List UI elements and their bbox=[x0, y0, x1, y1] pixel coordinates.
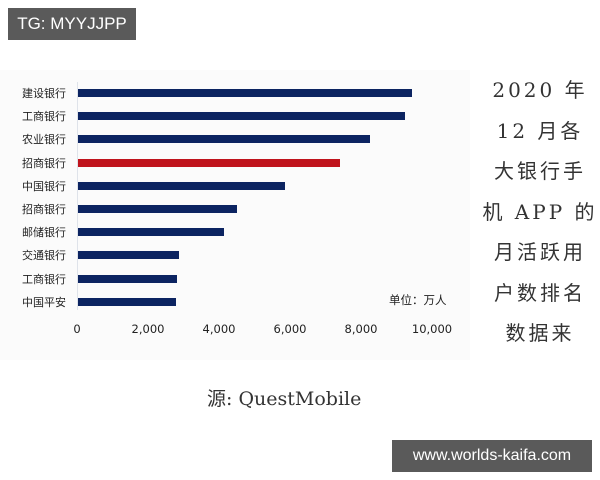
side-title-line: 12 月各 bbox=[496, 118, 584, 143]
side-title-line: 2020 年 bbox=[492, 78, 588, 102]
category-label: 中国银行 bbox=[22, 179, 66, 193]
bar bbox=[78, 112, 406, 121]
bar-highlighted bbox=[78, 158, 341, 167]
bar-row: 招商银行 bbox=[0, 152, 470, 174]
side-title: 2020 年 12 月各大银行手机 APP 的月活跃用户数排名数据来 bbox=[482, 70, 598, 354]
category-label: 工商银行 bbox=[22, 272, 66, 286]
side-title-line: 机 APP 的 bbox=[482, 199, 598, 224]
bar bbox=[78, 135, 371, 144]
bar-chart: 建设银行 工商银行 农业银行 招商银行 中国银行 招商银行 邮储银行 交通银行 工商银行 中国平安… bbox=[0, 70, 470, 360]
y-axis-line bbox=[77, 82, 78, 310]
unit-label: 单位：万人 bbox=[389, 293, 447, 307]
category-label: 建设银行 bbox=[22, 87, 66, 100]
category-label: 招商银行 bbox=[22, 156, 66, 170]
bar-row: 邮储银行 bbox=[0, 221, 470, 243]
bar-row: 中国银行 bbox=[0, 175, 470, 197]
bar-row: 建设银行 bbox=[0, 82, 470, 104]
bar-row: 工商银行 bbox=[0, 268, 470, 290]
bar-row: 工商银行 bbox=[0, 105, 470, 127]
bar bbox=[78, 274, 177, 283]
category-label: 邮储银行 bbox=[22, 226, 66, 240]
x-tick-label: 8,000 bbox=[344, 322, 378, 336]
bar bbox=[78, 205, 237, 213]
bar bbox=[78, 228, 224, 237]
category-label: 中国平安 bbox=[22, 295, 66, 309]
side-title-line: 数据来 bbox=[505, 321, 575, 345]
x-tick-label: 2,000 bbox=[131, 322, 165, 336]
bar bbox=[78, 251, 179, 260]
bar bbox=[78, 297, 176, 306]
bar-row: 交通银行 bbox=[0, 244, 470, 266]
category-label: 工商银行 bbox=[22, 110, 66, 124]
category-label: 农业银行 bbox=[22, 133, 66, 147]
bar-row: 农业银行 bbox=[0, 128, 470, 150]
x-tick-label: 6,000 bbox=[273, 322, 307, 336]
side-title-line: 大银行手 bbox=[494, 159, 586, 183]
watermark-bottom-right: www.worlds-kaifa.com bbox=[392, 440, 592, 472]
x-tick-label: 10,000 bbox=[411, 322, 453, 336]
category-label: 招商银行 bbox=[22, 203, 66, 216]
bar bbox=[78, 181, 286, 190]
x-tick-label: 4,000 bbox=[202, 322, 236, 336]
bar bbox=[78, 89, 413, 97]
x-tick-label: 0 bbox=[73, 322, 81, 336]
source-caption: 源: QuestMobile bbox=[207, 388, 362, 410]
category-label: 交通银行 bbox=[22, 249, 66, 263]
side-title-line: 户数排名 bbox=[494, 280, 586, 305]
bar-row: 中国平安 bbox=[0, 291, 470, 313]
bar-row: 招商银行 bbox=[0, 198, 470, 220]
side-title-line: 月活跃用 bbox=[494, 240, 586, 264]
watermark-top-left: TG: MYYJJPP bbox=[8, 8, 136, 40]
